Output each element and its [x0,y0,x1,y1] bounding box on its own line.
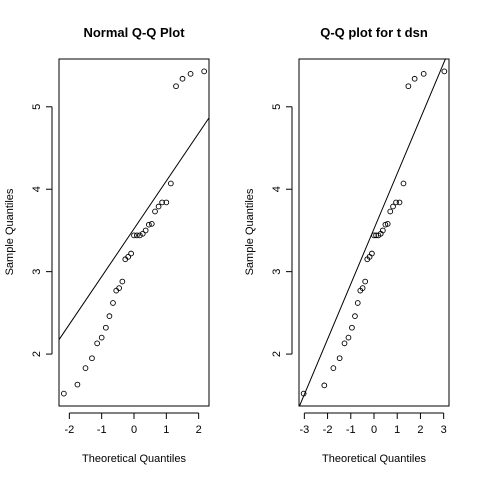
data-point [98,334,105,341]
x-tick-label: -3 [299,424,309,436]
y-tick-label: 4 [31,186,43,192]
data-point [94,340,100,347]
data-point [359,285,366,291]
y-tick-label: 4 [271,186,283,192]
x-tick-label: -1 [97,424,107,436]
y-tick-label: 3 [271,269,283,275]
y-tick-label: 5 [31,104,43,110]
data-point [163,199,170,206]
data-point [441,68,448,75]
data-point [396,199,403,206]
data-point [390,203,396,210]
data-point [60,390,67,397]
data-point [136,232,143,239]
x-tick-label: 0 [371,424,377,436]
x-tick-label: 1 [394,424,400,436]
x-tick-label: 2 [196,424,202,436]
data-point [336,355,343,362]
y-axis-label: Sample Quantiles [4,188,16,275]
x-tick-label: -2 [323,424,333,436]
qq-reference-line [59,117,209,340]
data-point [349,324,355,331]
data-point [142,227,149,234]
data-point [341,340,348,347]
chart-title: Normal Q-Q Plot [83,25,185,40]
data-point [384,220,391,227]
plot-frame [58,58,210,407]
data-point [116,285,122,291]
data-point [379,227,386,234]
x-tick-label: -2 [64,424,74,436]
data-point [103,324,109,331]
data-point [321,382,328,389]
data-point [155,203,162,210]
data-point [152,208,158,215]
data-point [411,75,418,82]
data-point [369,250,375,257]
chart-title: Q-Q plot for t dsn [320,25,428,40]
data-point [168,180,174,187]
x-tick-label: 1 [163,424,169,436]
y-tick-label: 3 [31,269,43,275]
data-point [110,300,116,306]
x-axis-label: Theoretical Quantiles [322,453,426,465]
data-point [300,390,307,397]
data-point [354,300,361,306]
data-point [146,221,152,228]
data-point [352,313,358,320]
x-tick-label: 2 [417,424,423,436]
data-point [134,232,140,239]
data-point [82,365,89,371]
data-point [106,313,113,320]
data-point [148,220,155,227]
x-tick-label: 0 [131,424,137,436]
data-point [159,199,165,206]
data-point [201,68,208,75]
data-point [179,75,186,82]
data-point [125,253,132,260]
x-axis-label: Theoretical Quantiles [82,453,186,465]
x-tick-label: 3 [441,424,447,436]
data-point [173,83,179,90]
data-point [345,334,352,341]
y-axis-label: Sample Quantiles [244,188,256,275]
data-point [393,199,399,206]
y-tick-label: 2 [31,351,43,357]
data-point [405,83,412,90]
data-point [89,355,95,362]
t-dsn-qq-panel: Q-Q plot for t dsn Theoretical Quantiles… [244,25,450,465]
data-point [400,180,407,187]
data-point [74,381,81,388]
data-point [131,232,137,239]
data-point [187,70,194,77]
data-point [330,365,337,371]
y-tick-label: 2 [271,351,283,357]
x-tick-label: -1 [346,424,356,436]
normal-qq-panel: Normal Q-Q Plot Theoretical Quantiles Sa… [4,25,210,465]
data-point [128,250,134,257]
data-point [119,278,126,285]
data-point [387,208,394,215]
data-point [139,230,146,237]
plot-frame [298,58,450,407]
data-point [420,70,427,77]
y-tick-label: 5 [271,104,283,110]
qq-reference-line [299,59,446,406]
data-point [362,278,369,285]
